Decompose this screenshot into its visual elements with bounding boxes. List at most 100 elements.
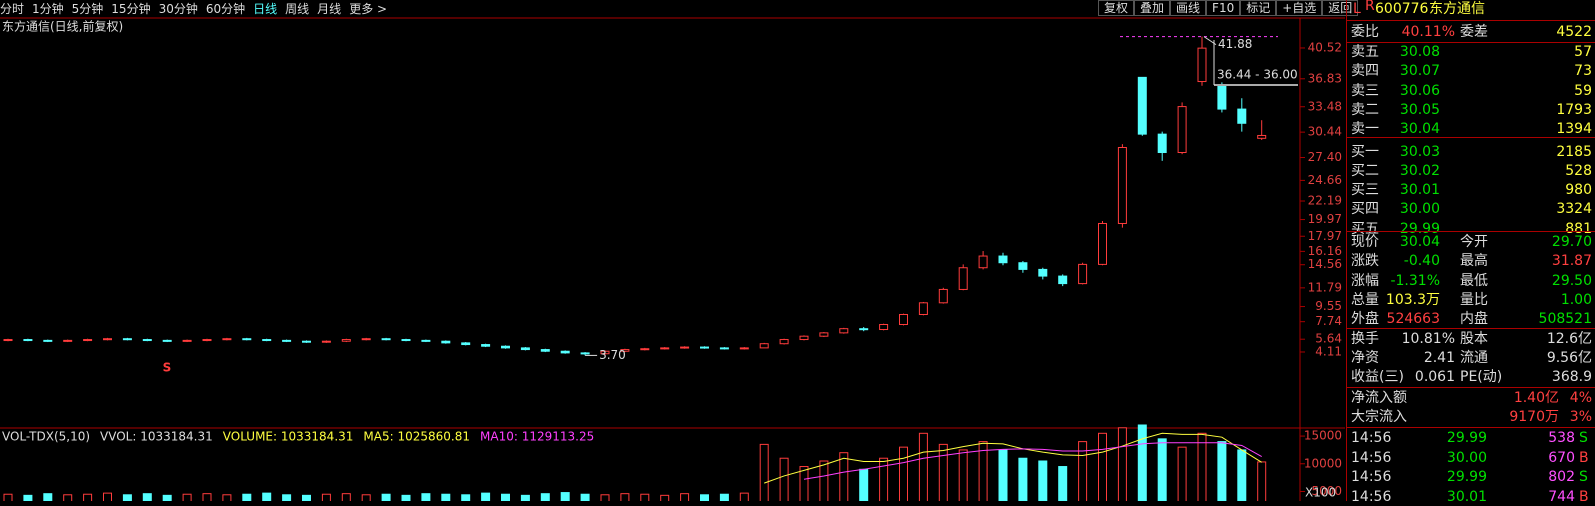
high-label: 41.88: [1218, 37, 1252, 51]
candle-body: [1177, 106, 1187, 154]
stat-value: 29.70: [1551, 234, 1592, 250]
stat-label: 内盘: [1460, 311, 1488, 328]
y-tick-label: 10000: [1304, 456, 1342, 470]
trade-price: 29.99: [1446, 430, 1487, 446]
book-volume: 1793: [1556, 101, 1592, 118]
y-tick-label: 30.44: [1308, 125, 1342, 139]
volume-bar: [938, 443, 948, 501]
period-tab[interactable]: 更多 >: [349, 2, 388, 16]
volume-bar: [680, 493, 690, 501]
book-volume: 881: [1565, 220, 1592, 237]
signal-marker: S: [163, 361, 172, 375]
book-label: 卖四: [1351, 63, 1379, 80]
y-tick-label: 15000: [1304, 429, 1342, 443]
book-price: 30.03: [1399, 143, 1440, 160]
candle-body: [759, 343, 769, 349]
candle-body: [779, 339, 789, 345]
period-tab[interactable]: 月线: [317, 2, 342, 16]
volume-bar: [958, 449, 968, 501]
volume-bar: [719, 493, 729, 501]
tool-buttons: 复权 叠加 画线 F10 标记 +自选 返回: [1098, 0, 1359, 16]
period-tab[interactable]: 15分钟: [111, 2, 151, 16]
flow-value: 1.40亿: [1513, 390, 1559, 406]
volume-bar: [520, 494, 530, 501]
volume-bar: [441, 493, 451, 501]
book-price: 30.05: [1399, 101, 1440, 118]
candle-body: [282, 339, 292, 342]
volume-bar: [43, 493, 53, 501]
flow-label: 大宗流入: [1351, 409, 1407, 425]
stat-label: 量比: [1460, 291, 1488, 308]
candle-body: [461, 342, 471, 346]
tool-button[interactable]: 叠加: [1134, 0, 1171, 16]
candle-body: [580, 352, 590, 355]
candle-body: [3, 339, 13, 342]
volume-bar: [481, 492, 491, 501]
trade-side: B: [1579, 488, 1589, 505]
candle-body: [680, 346, 690, 349]
book-label: 买三: [1351, 182, 1379, 199]
volume-bar: [759, 443, 769, 501]
volume-bar: [1137, 424, 1147, 501]
volume-bar: [23, 494, 33, 501]
volume-bar: [182, 493, 192, 501]
trade-price: 29.99: [1446, 469, 1487, 485]
tool-button[interactable]: F10: [1206, 0, 1241, 16]
book-price: 30.01: [1399, 182, 1440, 199]
flow-value: 9170万: [1509, 409, 1559, 425]
book-volume: 59: [1574, 82, 1592, 99]
tool-button[interactable]: +自选: [1276, 0, 1323, 16]
trade-side: B: [1579, 449, 1589, 466]
range-box: [1214, 67, 1296, 82]
volume-bar: [700, 494, 709, 501]
volume-bar: [779, 457, 789, 501]
candle-body: [302, 340, 311, 343]
volume-bar: [620, 493, 630, 501]
candle-body: [262, 339, 272, 342]
fund-value: 9.56亿: [1546, 350, 1592, 366]
book-label: 卖二: [1351, 101, 1379, 118]
trade-volume: 670: [1548, 449, 1575, 466]
weibi-cell: 40.11%: [1401, 24, 1455, 40]
period-tab[interactable]: 5分钟: [71, 2, 104, 16]
candle-body: [401, 339, 411, 342]
fund-label: 换手: [1351, 331, 1379, 347]
period-toolbar: 分时 1分钟 5分钟 15分钟 30分钟 60分钟 日线 周线 月线 更多 >: [0, 0, 1100, 17]
period-tab[interactable]: 日线: [253, 2, 278, 16]
candle-body: [1217, 85, 1227, 110]
candle-body: [43, 339, 53, 342]
tool-button[interactable]: 画线: [1170, 0, 1207, 16]
volume-bar: [103, 492, 112, 501]
book-price: 29.99: [1399, 220, 1440, 237]
stat-value: 103.3万: [1385, 291, 1440, 308]
volume-bar: [1257, 461, 1267, 501]
candle-body: [381, 338, 391, 341]
period-tab[interactable]: 60分钟: [205, 2, 246, 16]
weibi-cell: 委差: [1460, 24, 1488, 40]
candle-body: [361, 338, 371, 341]
stock-name: 东方通信: [1429, 1, 1485, 17]
candle-body: [103, 338, 112, 341]
book-label: 卖一: [1351, 121, 1379, 138]
book-label: 买二: [1351, 162, 1379, 179]
volume-bar: [461, 494, 471, 501]
period-tab[interactable]: 1分钟: [32, 2, 64, 16]
candle-body: [142, 339, 152, 342]
tool-button[interactable]: 复权: [1098, 0, 1135, 16]
period-tab[interactable]: 分时: [0, 2, 25, 16]
volume-bar: [839, 452, 849, 501]
y-tick-label: 27.40: [1308, 150, 1342, 164]
candle-body: [182, 339, 192, 342]
period-tab[interactable]: 30分钟: [158, 2, 198, 16]
trade-side: S: [1579, 430, 1588, 446]
weibi-cell: 4522: [1556, 24, 1592, 40]
candle-body: [640, 348, 650, 351]
period-tab[interactable]: 周线: [285, 2, 310, 16]
candle-body: [839, 328, 849, 334]
candle-body: [819, 332, 829, 337]
tool-button[interactable]: 标记: [1240, 0, 1277, 16]
book-label: 买四: [1351, 201, 1379, 218]
candle-body: [1197, 47, 1207, 83]
flag: L: [1353, 1, 1361, 17]
volume-bar: [122, 494, 132, 501]
